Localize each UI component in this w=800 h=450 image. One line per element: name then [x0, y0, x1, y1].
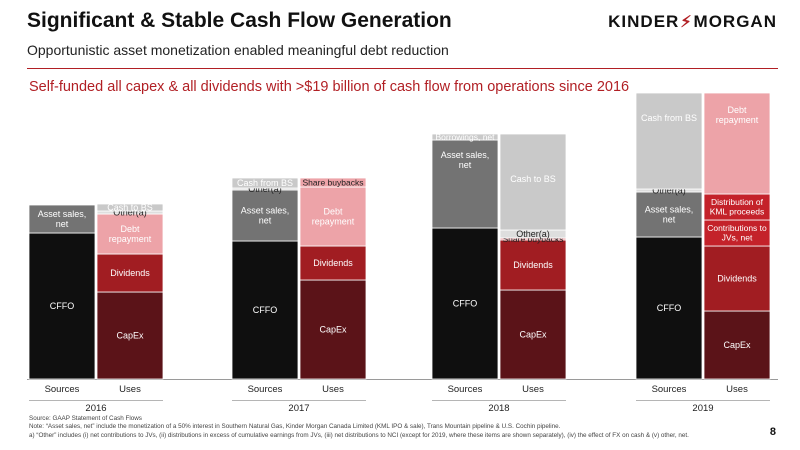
footnotes: Source: GAAP Statement of Cash Flows Not… — [29, 415, 689, 440]
bar-segment-asset-sales-net — [635, 191, 703, 238]
segment-label-capex: CapEx — [319, 325, 347, 335]
segment-label-capex: CapEx — [723, 340, 751, 350]
bar-segment-borrowings-net — [431, 133, 499, 141]
page-number: 8 — [769, 426, 776, 438]
segment-label-other-a: Other(a) — [113, 208, 147, 218]
segment-label-debt-repayment: Debt repayment — [716, 105, 759, 125]
bar-segment-cffo — [431, 227, 499, 380]
bar-segment-share-buybacks — [299, 177, 367, 188]
segment-label-cash-to-bs: Cash to BS — [510, 174, 556, 184]
footnote-note: Note: “Asset sales, net” include the mon… — [29, 423, 561, 431]
year-label-2018: 2018 — [488, 403, 509, 414]
year-label-2017: 2017 — [288, 403, 309, 414]
page-title: Significant & Stable Cash Flow Generatio… — [27, 9, 452, 32]
segment-label-share-buybacks: Share buybacks — [503, 234, 564, 244]
segment-label-other-a: Other(a) — [516, 229, 550, 239]
segment-label-contributions-to-jvs-net: Contributions to JVs, net — [707, 223, 767, 243]
segment-label-capex: CapEx — [519, 330, 547, 340]
segment-label-cffo: CFFO — [50, 301, 75, 311]
bar-segment-cash-to-bs — [499, 133, 567, 231]
segment-label-asset-sales-net: Asset sales, net — [38, 209, 87, 229]
bar-segment-dividends — [299, 245, 367, 281]
page-subtitle: Opportunistic asset monetization enabled… — [27, 42, 449, 58]
segment-label-debt-repayment: Debt repayment — [312, 207, 355, 227]
segment-label-cffo: CFFO — [253, 305, 278, 315]
segment-label-dividends: Dividends — [717, 274, 757, 284]
bar-segment-asset-sales-net — [431, 139, 499, 229]
segment-label-borrowings-net: Borrowings, net — [435, 132, 495, 142]
bar-segment-debt-repayment — [96, 213, 164, 255]
logo-text-right: MORGAN — [693, 12, 777, 31]
bar-segment-cash-to-bs — [96, 203, 164, 212]
bar-segment-capex — [703, 310, 771, 380]
bar-segment-cffo — [231, 240, 299, 380]
segment-label-cffo: CFFO — [453, 299, 478, 309]
bar-label-sources: Sources — [652, 384, 687, 395]
year-label-2016: 2016 — [85, 403, 106, 414]
year-label-2019: 2019 — [692, 403, 713, 414]
segment-label-cffo: CFFO — [657, 303, 682, 313]
bar-segment-debt-repayment — [299, 186, 367, 247]
bar-segment-capex — [96, 291, 164, 380]
bar-segment-cash-from-bs — [635, 92, 703, 190]
company-logo: KINDER ⚡︎ MORGAN — [608, 12, 777, 32]
segment-label-dividends: Dividends — [313, 258, 353, 268]
segment-label-capex: CapEx — [116, 331, 144, 341]
segment-label-debt-repayment: Debt repayment — [109, 224, 152, 244]
segment-label-distribution-of-kml-proceeds: Distribution of KML proceeds — [710, 197, 765, 217]
footnote-source: Source: GAAP Statement of Cash Flows — [29, 415, 142, 422]
bar-segment-dividends — [703, 245, 771, 312]
segment-label-cash-from-bs: Cash from BS — [237, 178, 293, 188]
segment-label-dividends: Dividends — [110, 268, 150, 278]
bar-segment-debt-repayment — [703, 92, 771, 195]
bar-segment-cffo — [635, 236, 703, 380]
bar-label-sources: Sources — [45, 384, 80, 395]
bar-segment-capex — [499, 289, 567, 380]
bar-label-uses: Uses — [522, 384, 544, 395]
segment-label-other-a: Other(a) — [652, 186, 686, 196]
bar-label-sources: Sources — [248, 384, 283, 395]
bar-label-uses: Uses — [119, 384, 141, 395]
segment-label-asset-sales-net: Asset sales, net — [441, 150, 490, 170]
bar-segment-dividends — [96, 253, 164, 293]
bar-segment-distribution-of-kml-proceeds — [703, 193, 771, 221]
segment-label-other-a: Other(a) — [248, 184, 282, 194]
segment-label-asset-sales-net: Asset sales, net — [645, 205, 694, 225]
segment-label-dividends: Dividends — [513, 260, 553, 270]
headline: Self-funded all capex & all dividends wi… — [29, 79, 630, 95]
bar-segment-capex — [299, 279, 367, 380]
logo-text-left: KINDER — [608, 12, 680, 31]
bar-label-uses: Uses — [726, 384, 748, 395]
segment-label-cash-to-bs: Cash to BS — [107, 203, 153, 213]
bar-segment-asset-sales-net — [28, 204, 96, 234]
bar-segment-dividends — [499, 239, 567, 291]
segment-label-share-buybacks: Share buybacks — [303, 177, 364, 187]
title-divider — [27, 68, 778, 69]
segment-label-cash-from-bs: Cash from BS — [641, 113, 697, 123]
bar-label-sources: Sources — [448, 384, 483, 395]
bar-segment-cash-from-bs — [231, 177, 299, 189]
lightning-icon: ⚡︎ — [680, 14, 693, 31]
segment-label-asset-sales-net: Asset sales, net — [241, 206, 290, 226]
footnote-a: a) “Other” includes (i) net contribution… — [29, 431, 689, 439]
bar-label-uses: Uses — [322, 384, 344, 395]
